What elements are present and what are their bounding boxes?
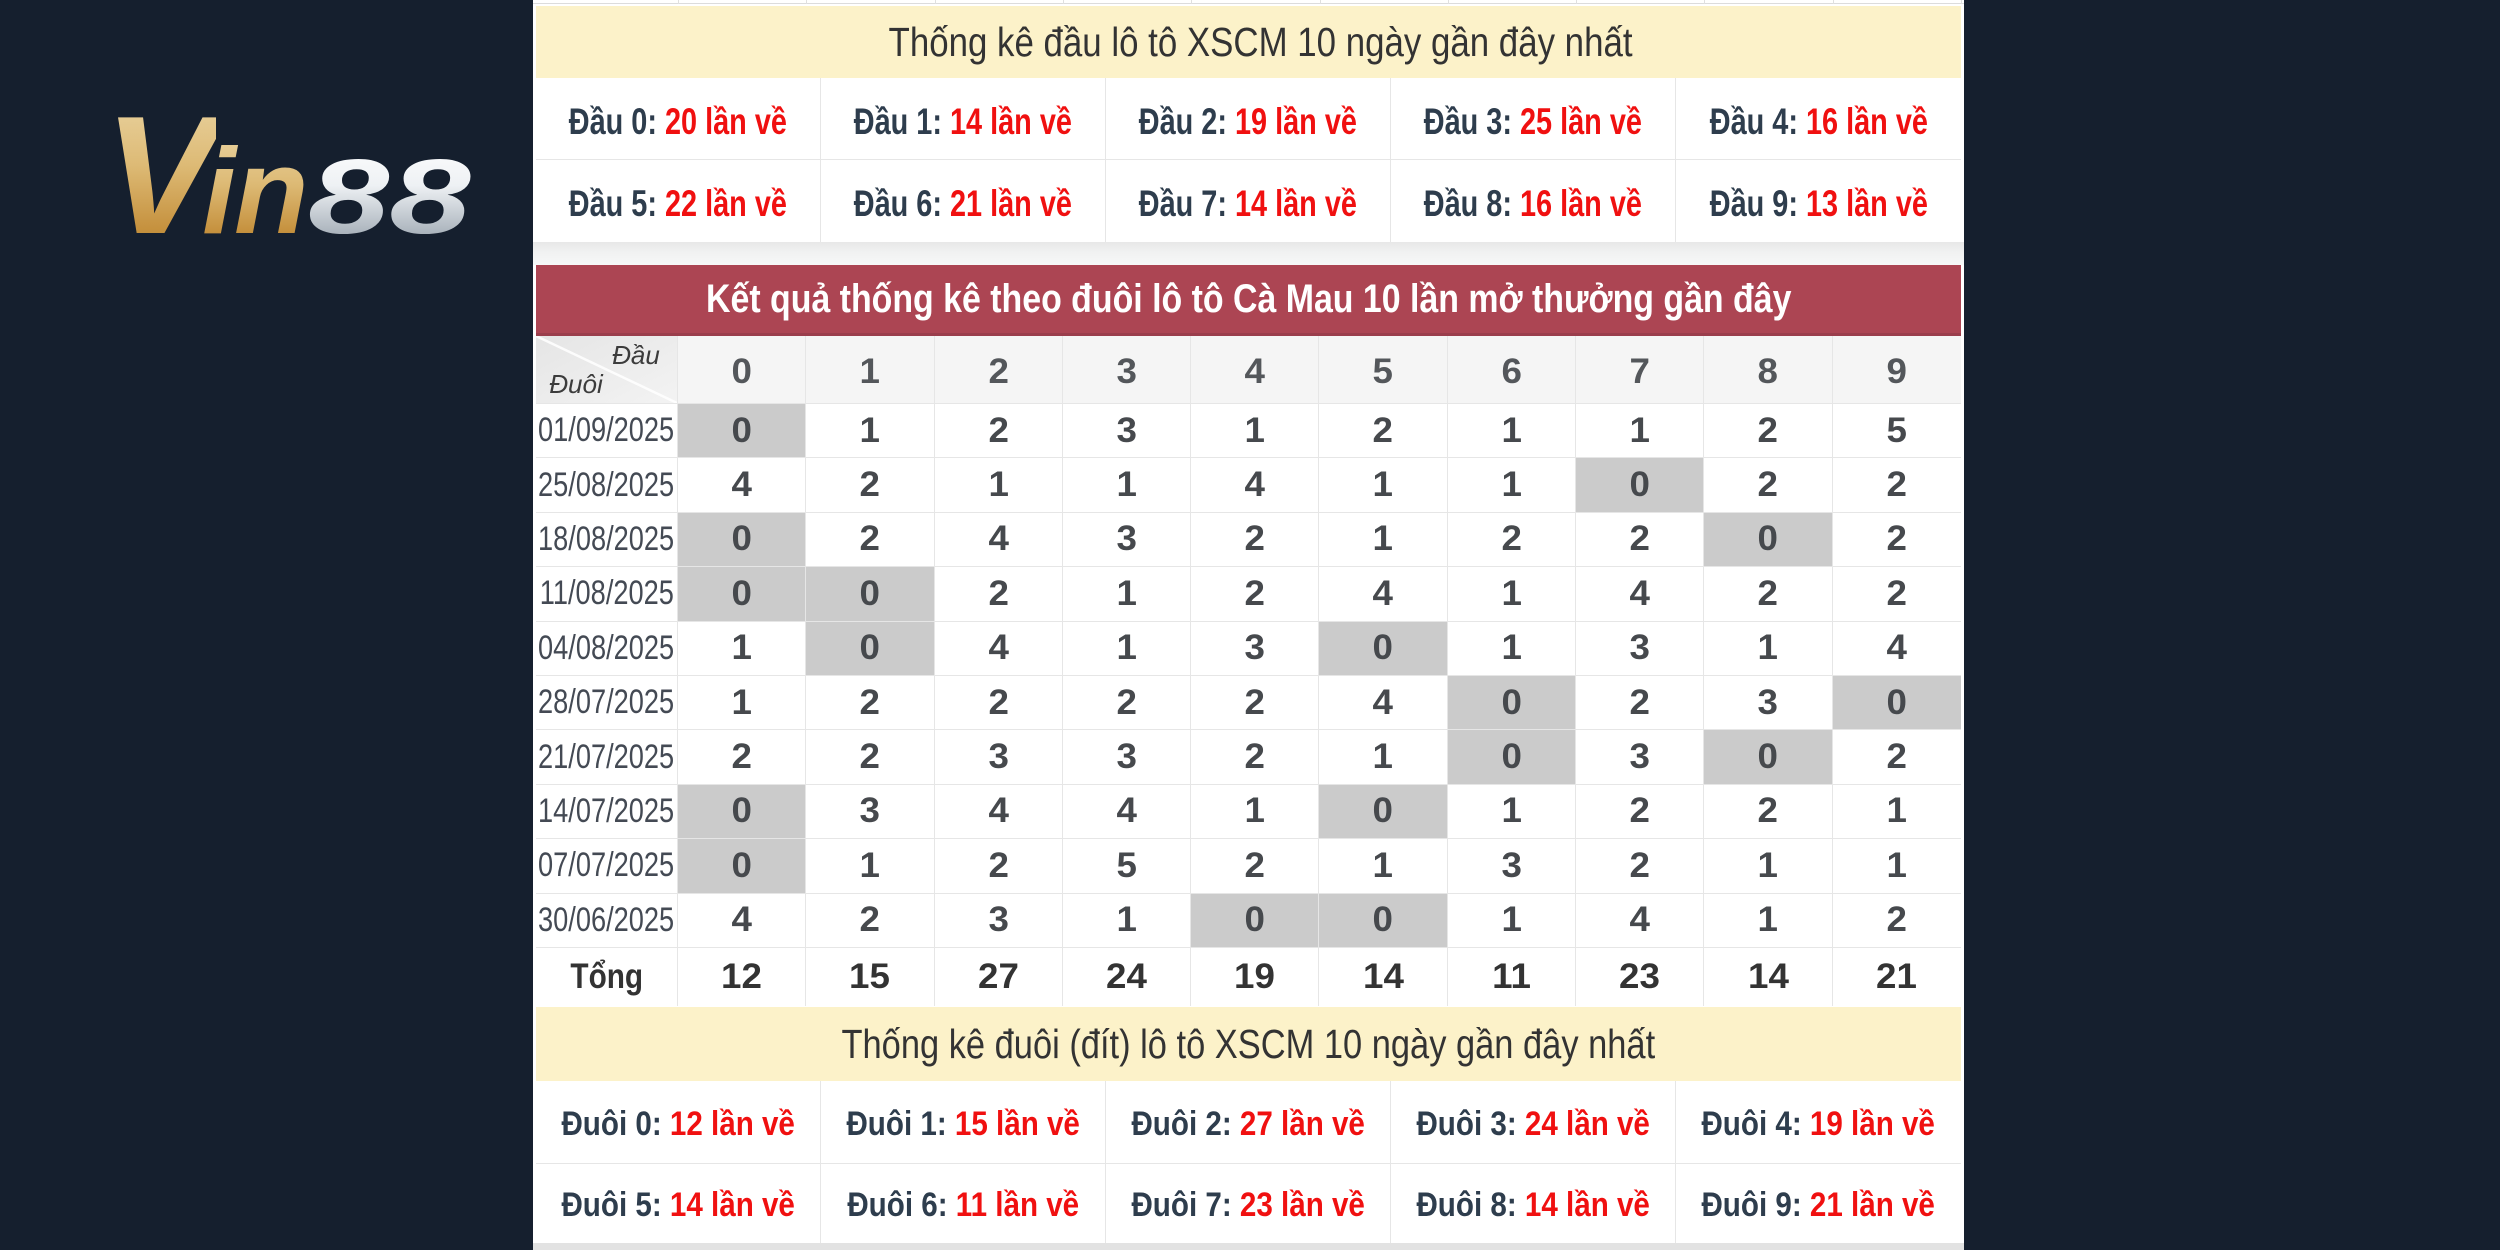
svg-text:Đầu: Đầu xyxy=(612,340,660,370)
svg-text:Đuôi: Đuôi xyxy=(549,369,604,399)
